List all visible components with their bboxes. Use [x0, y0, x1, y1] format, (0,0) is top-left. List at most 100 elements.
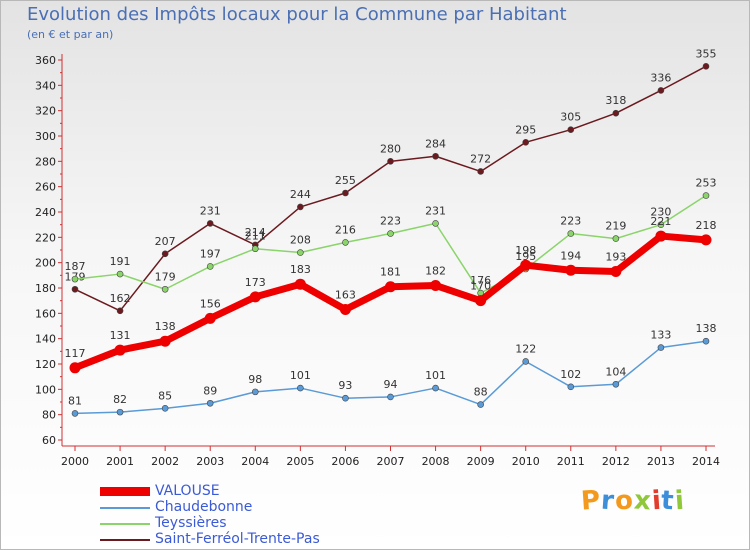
data-point — [297, 249, 304, 256]
data-label: 193 — [605, 251, 626, 264]
y-tick-label: 160 — [35, 307, 56, 320]
data-label: 82 — [113, 393, 127, 406]
y-tick-label: 80 — [42, 409, 56, 422]
legend-label: Saint-Ferréol-Trente-Pas — [155, 531, 320, 547]
data-label: 208 — [290, 234, 311, 247]
x-tick-label: 2008 — [422, 455, 450, 468]
x-tick-label: 2002 — [151, 455, 179, 468]
data-label: 198 — [515, 244, 536, 257]
data-label: 280 — [380, 142, 401, 155]
data-point — [339, 304, 351, 316]
x-tick-label: 2000 — [61, 455, 89, 468]
x-tick-label: 2003 — [196, 455, 224, 468]
data-point — [612, 235, 620, 242]
data-point — [387, 158, 394, 165]
data-label: 218 — [696, 219, 717, 232]
data-point — [567, 230, 575, 237]
data-point — [612, 380, 620, 388]
data-point — [251, 388, 259, 396]
data-point — [71, 275, 79, 283]
data-label: 223 — [560, 215, 581, 228]
data-label: 191 — [110, 255, 131, 268]
y-tick-label: 260 — [35, 181, 56, 194]
legend-swatch — [100, 507, 150, 509]
data-point — [432, 152, 439, 160]
data-label: 133 — [650, 329, 671, 342]
data-point — [432, 220, 439, 227]
legend-label: VALOUSE — [155, 483, 220, 499]
y-tick-label: 180 — [35, 282, 56, 295]
legend-swatch — [100, 523, 150, 525]
data-label: 272 — [470, 152, 491, 165]
data-label: 207 — [155, 235, 176, 248]
data-label: 223 — [380, 215, 401, 228]
data-point — [657, 344, 665, 351]
chart-title: Evolution des Impôts locaux pour la Comm… — [27, 4, 567, 25]
data-label: 214 — [245, 226, 266, 239]
logo-letter: o — [613, 485, 635, 517]
data-point — [655, 230, 667, 242]
y-tick-label: 340 — [35, 79, 56, 92]
data-label: 156 — [200, 297, 221, 310]
data-label: 138 — [696, 322, 717, 335]
data-label: 211 — [245, 230, 266, 243]
x-tick-label: 2013 — [647, 455, 675, 468]
data-point — [567, 383, 575, 391]
data-point — [385, 281, 396, 293]
data-label: 176 — [470, 274, 491, 287]
y-tick-label: 300 — [35, 130, 56, 143]
data-label: 253 — [696, 177, 717, 190]
data-point — [161, 405, 169, 412]
data-label: 102 — [560, 368, 581, 381]
data-label: 162 — [110, 292, 131, 305]
data-point — [251, 245, 259, 253]
data-label: 98 — [248, 373, 262, 386]
data-label: 181 — [380, 266, 401, 279]
data-point — [702, 337, 710, 345]
data-label: 101 — [425, 369, 446, 382]
data-label: 187 — [65, 260, 86, 273]
logo-letter: x — [632, 485, 653, 517]
series-valouse: 117 131 138 156 173 183 163 181 182 170 198 194 193 2… — [65, 215, 717, 374]
data-point — [432, 384, 439, 392]
data-point — [159, 335, 171, 347]
data-label: 85 — [158, 389, 172, 402]
x-tick-label: 2014 — [692, 455, 720, 468]
data-label: 244 — [290, 188, 311, 201]
data-point — [565, 264, 577, 276]
data-point — [387, 393, 394, 401]
data-label: 138 — [155, 320, 176, 333]
data-label: 295 — [515, 123, 536, 136]
data-label: 221 — [650, 215, 671, 228]
x-tick-label: 2001 — [106, 455, 134, 468]
data-point — [522, 139, 530, 146]
y-tick-label: 360 — [35, 54, 56, 67]
data-label: 131 — [110, 329, 131, 342]
data-label: 219 — [605, 220, 626, 233]
data-label: 101 — [290, 369, 311, 382]
data-point — [612, 109, 620, 117]
data-point — [114, 344, 126, 356]
data-point — [206, 399, 214, 407]
data-point — [477, 168, 484, 175]
data-point — [116, 270, 124, 278]
data-label: 305 — [560, 111, 581, 124]
data-label: 182 — [425, 264, 446, 277]
data-label: 163 — [335, 289, 356, 302]
data-label: 284 — [425, 137, 446, 150]
data-label: 231 — [425, 204, 446, 217]
chart-subtitle: (en € et par an) — [27, 28, 114, 41]
data-point — [657, 87, 665, 94]
data-point — [522, 358, 530, 365]
data-label: 183 — [290, 263, 311, 276]
data-point — [475, 295, 487, 307]
data-point — [161, 285, 169, 293]
data-point — [116, 408, 124, 416]
data-label: 89 — [203, 384, 217, 397]
data-label: 355 — [696, 47, 717, 60]
y-tick-label: 120 — [35, 358, 56, 371]
data-point — [702, 63, 710, 70]
series-saint-ferr-ol-trente-pas: 179 162 207 231 214 244 255 280 284 272 295 305 318 3… — [65, 47, 717, 315]
x-tick-label: 2005 — [286, 455, 314, 468]
data-label: 255 — [335, 174, 356, 187]
